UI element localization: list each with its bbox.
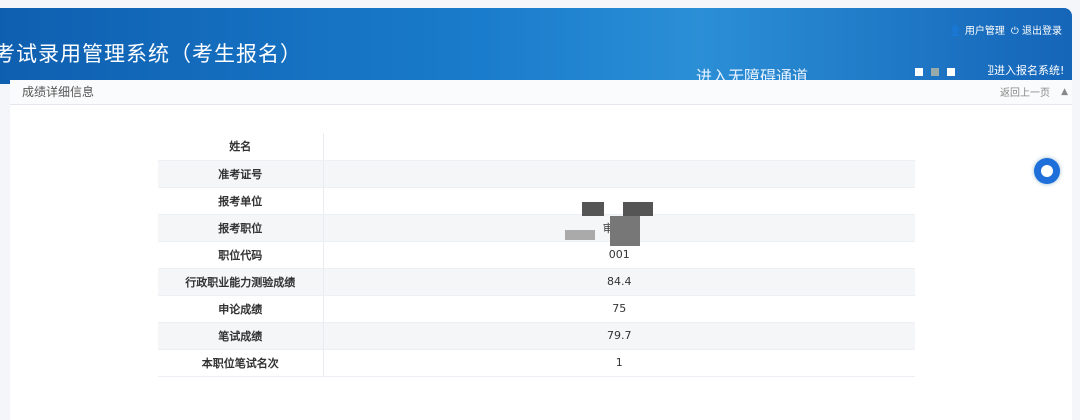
user-manage-link[interactable]: 👤 用户管理 — [949, 26, 1005, 37]
score-detail-panel: 成绩详细信息 返回上一页 ▲ 姓名准考证号报考单位报考职位审判庭职位代码001行… — [10, 80, 1072, 420]
decoration-dots — [915, 68, 955, 76]
system-title: 考试录用管理系统（考生报名） — [0, 42, 302, 66]
redaction-mosaic — [623, 202, 653, 216]
table-row: 报考职位审判庭 — [158, 214, 915, 242]
redaction-mosaic — [582, 202, 604, 216]
row-value: 79.7 — [323, 322, 915, 350]
row-label: 报考单位 — [158, 187, 324, 215]
table-row: 准考证号 — [158, 160, 915, 188]
welcome-text: 欢迎进入报名系统! — [972, 64, 1065, 77]
row-value: 1 — [323, 349, 915, 377]
table-row: 姓名 — [158, 133, 915, 161]
row-value: 75 — [323, 295, 915, 323]
row-value — [323, 133, 915, 161]
logout-link[interactable]: ⏻ 退出登录 — [1010, 26, 1062, 37]
table-row: 报考单位 — [158, 187, 915, 215]
row-value — [323, 160, 915, 188]
redaction-mosaic — [565, 230, 595, 240]
row-label: 姓名 — [158, 133, 324, 161]
chat-button[interactable] — [1034, 158, 1060, 184]
row-label: 本职位笔试名次 — [158, 349, 324, 377]
row-value: 84.4 — [323, 268, 915, 296]
panel-title: 成绩详细信息 — [22, 85, 95, 99]
table-row: 职位代码 001 — [158, 241, 915, 269]
score-table: 姓名准考证号报考单位报考职位审判庭职位代码001行政职业能力测验成绩84.4申论… — [158, 133, 915, 377]
table-row: 申论成绩 75 — [158, 295, 915, 323]
row-label: 准考证号 — [158, 160, 324, 188]
user-manage-label: 用户管理 — [964, 26, 1005, 37]
row-value — [323, 187, 915, 215]
logout-label: 退出登录 — [1022, 26, 1062, 37]
row-label: 申论成绩 — [158, 295, 324, 323]
table-row: 笔试成绩 79.7 — [158, 322, 915, 350]
table-row: 行政职业能力测验成绩 84.4 — [158, 268, 915, 296]
redaction-mosaic — [610, 216, 640, 246]
row-label: 报考职位 — [158, 214, 324, 242]
back-link[interactable]: 返回上一页 — [1000, 88, 1050, 99]
header-banner: 考试录用管理系统（考生报名） 👤 用户管理 ⏻ 退出登录 进入无障碍通道 欢迎进… — [0, 8, 1072, 86]
row-label: 职位代码 — [158, 241, 324, 269]
row-label: 行政职业能力测验成绩 — [158, 268, 324, 296]
table-row: 本职位笔试名次 1 — [158, 349, 915, 377]
row-label: 笔试成绩 — [158, 322, 324, 350]
scroll-up-icon[interactable]: ▲ — [1061, 87, 1068, 97]
